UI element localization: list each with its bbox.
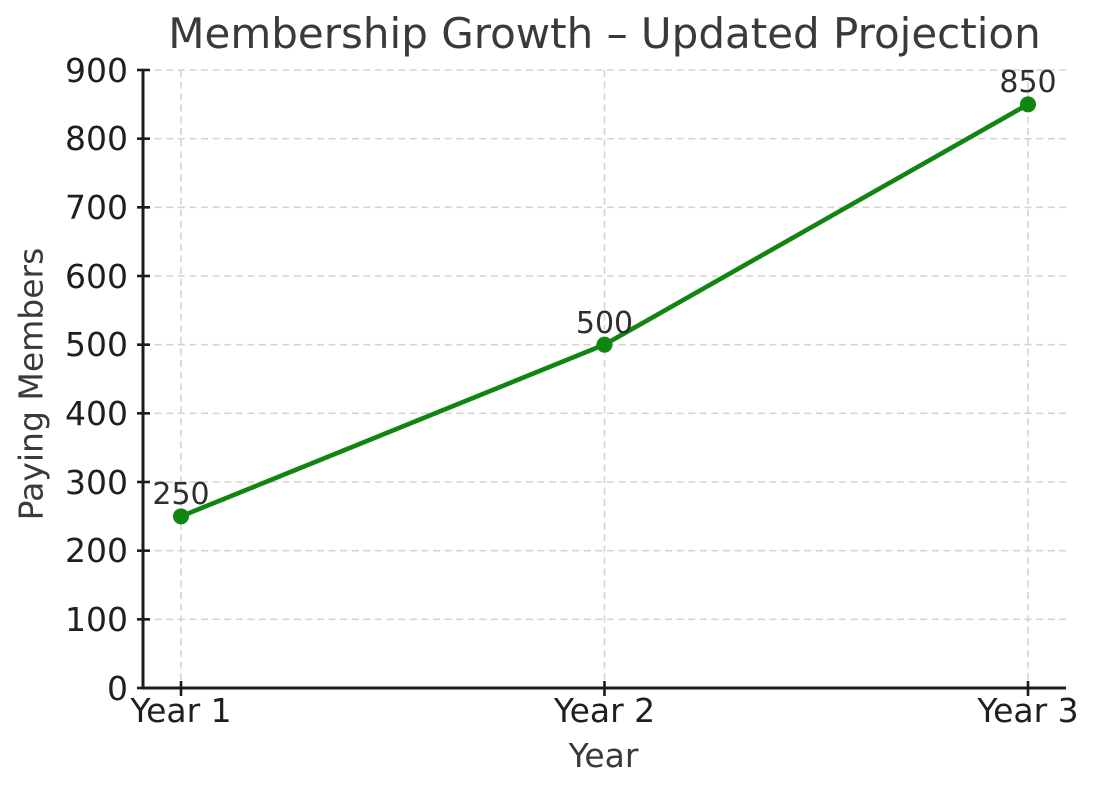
y-tick-label: 700: [65, 187, 128, 227]
point-label: 850: [999, 65, 1057, 101]
y-tick-label: 100: [65, 599, 128, 639]
chart-title: Membership Growth – Updated Projection: [168, 9, 1041, 58]
x-tick-label: Year 2: [553, 691, 656, 730]
x-tick-label: Year 1: [130, 691, 232, 730]
x-axis-label: Year: [568, 736, 639, 775]
y-tick-label: 500: [65, 325, 128, 365]
data-point-marker: [1020, 96, 1036, 113]
y-tick-label: 600: [65, 256, 128, 296]
y-tick-label: 800: [65, 119, 128, 159]
y-tick-label: 900: [65, 50, 128, 90]
data-point-marker: [596, 336, 613, 353]
y-tick-label: 300: [65, 462, 128, 502]
point-label: 250: [152, 477, 210, 513]
y-tick-label: 0: [107, 668, 128, 708]
y-tick-label: 200: [65, 531, 128, 571]
data-point-marker: [173, 508, 189, 525]
point-label: 500: [575, 305, 634, 341]
x-tick-label: Year 3: [977, 691, 1079, 730]
y-tick-label: 400: [65, 393, 128, 433]
